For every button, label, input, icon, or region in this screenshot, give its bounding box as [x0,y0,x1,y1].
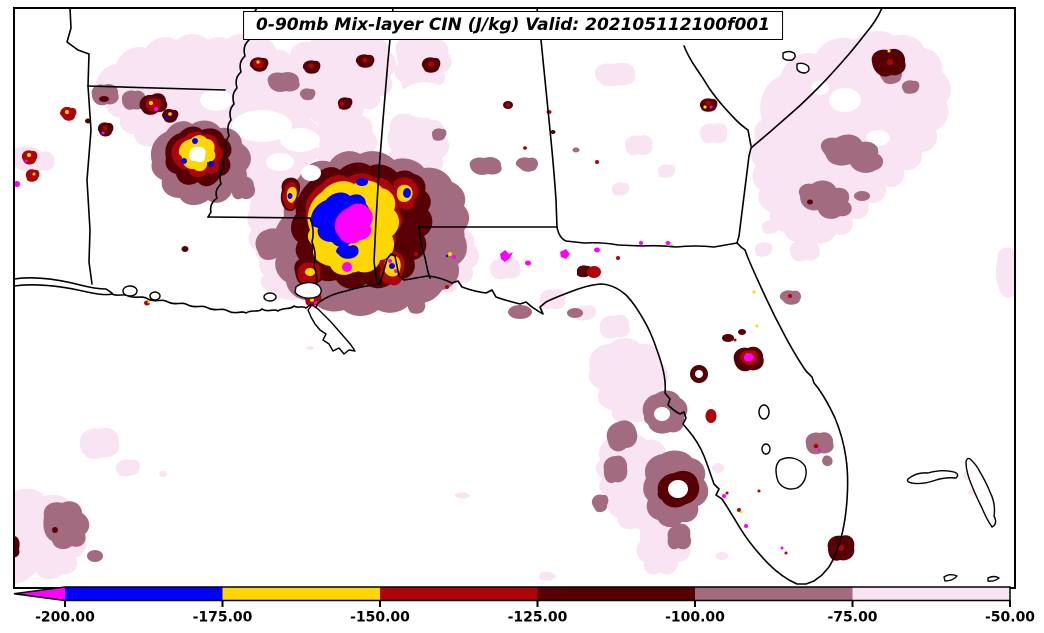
lake-okeechobee [775,457,807,490]
border-florida-georgia [556,226,738,248]
coastline-gulf-atlantic [14,8,883,585]
border-alabama-georgia [536,8,558,228]
border-arkansas-texas [86,85,93,285]
lake-pontchartrain [294,281,322,299]
border-georgia-south-carolina [683,45,752,147]
lake-calcasieu [122,285,138,297]
lake-atchafalaya [263,292,277,302]
pink-holes [200,81,890,171]
colorbar-tick-label: -175.00 [193,610,253,626]
colorbar-tick-label: -200.00 [35,610,95,626]
colorbar-tick-label: -125.00 [508,610,568,626]
border-mississippi-alabama [373,8,394,284]
border-perdido-river [418,226,431,279]
border-louisiana-mississippi [207,216,311,219]
colorbar-tick-label: -150.00 [350,610,410,626]
plot-title: 0-90mb Mix-layer CIN (J/kg) Valid: 20210… [243,11,783,40]
island-bimini [943,574,958,582]
geography [14,8,1000,585]
colorbar-tick-label: -75.00 [827,610,877,626]
colorbar-segment [65,587,223,601]
arkansas-ring-center [189,146,206,163]
colorbar-segment [222,587,380,601]
island-grand-bahama [906,470,959,485]
map-layers [14,8,1014,585]
lake-white [149,291,161,301]
border-pearl-river [309,217,318,297]
colorbar-segment [695,587,853,601]
lake-george [758,404,770,420]
mississippi-delta [307,304,356,355]
coastline-texas-barrier [14,276,113,294]
colorbar-segment [537,587,695,601]
lake-marion [782,50,796,61]
border-missouri-arkansas [87,85,226,91]
lake-moultrie [796,62,810,74]
ring-holes [301,165,703,498]
colorbar-segment [852,587,1010,601]
colorbar-arrow [14,587,65,601]
colorbar-segment [380,587,538,601]
colorbar-tick-label: -50.00 [985,610,1035,626]
colorbar-outline [13,586,1011,602]
colorbar: -200.00 -175.00 -150.00 -125.00 -100.00 -75.0… [13,586,1035,626]
cin-fill-magenta [14,105,821,550]
island-berry [987,575,1000,582]
border-missouri-corner [66,8,90,87]
border-mississippi-river [207,8,258,218]
island-abaco [965,457,997,528]
colorbar-tick-label: -100.00 [665,610,725,626]
lake-kissimmee [761,443,771,455]
